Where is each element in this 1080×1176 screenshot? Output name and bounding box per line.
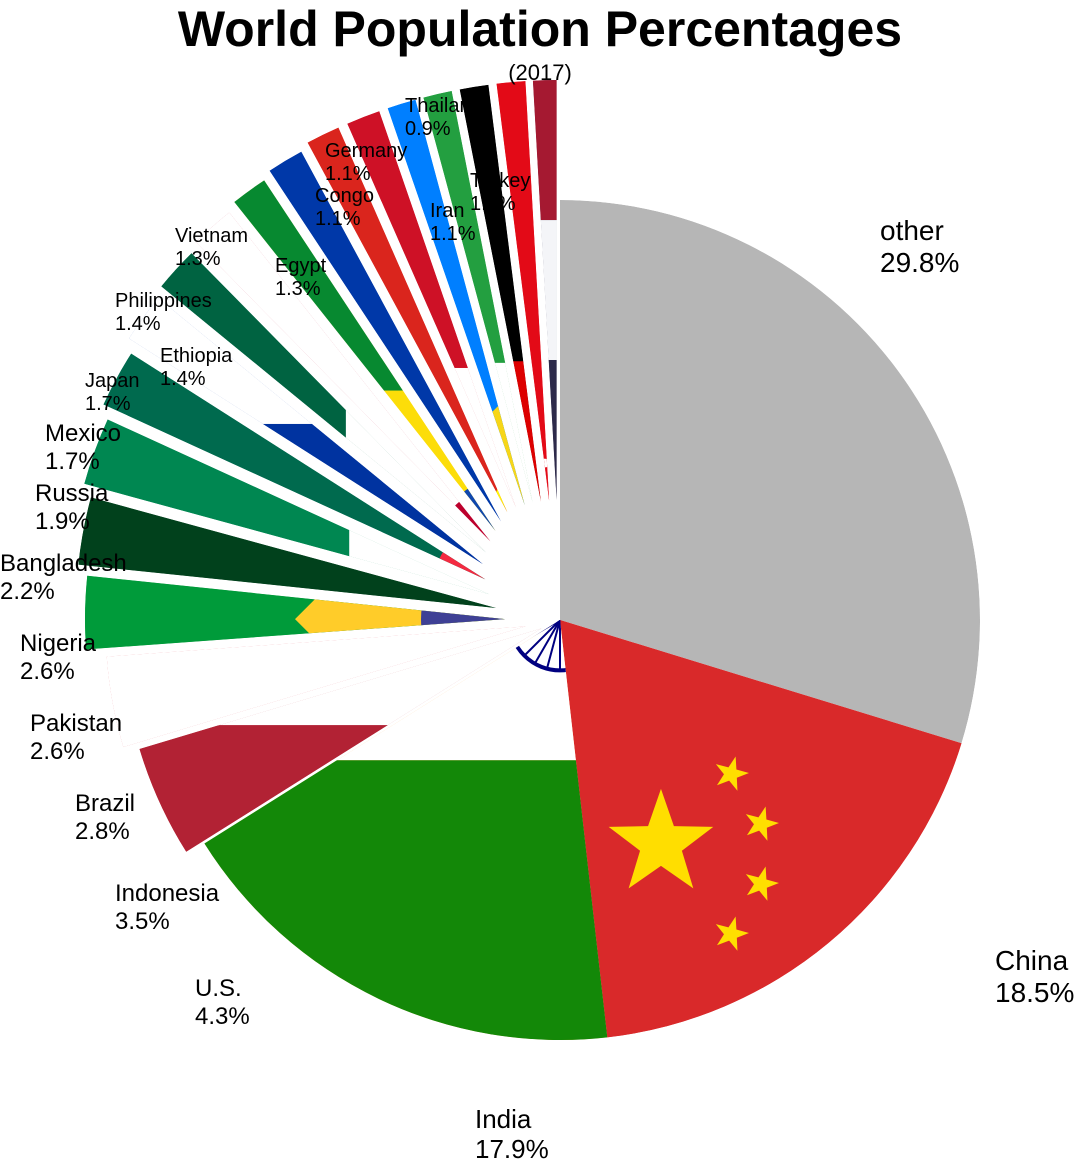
label-name: Turkey [470,170,530,192]
label-value: 2.2% [0,578,55,605]
label-name: other [880,215,944,246]
chart-stage: World Population Percentages (2017) othe… [0,0,1080,1176]
label-turkey: Turkey1.1% [470,170,530,216]
label-philippines: Philippines1.4% [115,290,212,336]
label-indonesia: Indonesia3.5% [115,880,219,935]
label-value: 2.8% [75,818,130,845]
label-value: 1.4% [160,368,206,390]
chart-title: World Population Percentages [0,0,1080,58]
label-name: Bangladesh [0,550,127,577]
label-name: Congo [315,185,374,207]
pie-chart [0,0,1080,1176]
label-brazil: Brazil2.8% [75,790,135,845]
label-name: Egypt [275,255,326,277]
label-value: 1.1% [325,163,371,185]
label-us: U.S.4.3% [195,975,250,1030]
label-egypt: Egypt1.3% [275,255,326,301]
label-value: 3.5% [115,908,170,935]
label-value: 1.3% [275,278,321,300]
label-name: China [995,945,1068,976]
label-value: 4.3% [195,1003,250,1030]
label-mexico: Mexico1.7% [45,420,121,475]
label-nigeria: Nigeria2.6% [20,630,96,685]
label-japan: Japan1.7% [85,370,140,416]
label-name: Vietnam [175,225,248,247]
label-russia: Russia1.9% [35,480,108,535]
label-value: 17.9% [475,1134,549,1164]
label-name: Pakistan [30,710,122,737]
label-value: 1.1% [470,193,516,215]
label-value: 1.9% [35,508,90,535]
label-name: India [475,1104,531,1134]
label-value: 18.5% [995,977,1074,1008]
label-ethiopia: Ethiopia1.4% [160,345,232,391]
label-pakistan: Pakistan2.6% [30,710,122,765]
label-vietnam: Vietnam1.3% [175,225,248,271]
label-value: 2.6% [30,738,85,765]
label-value: 2.6% [20,658,75,685]
label-value: 1.7% [85,393,131,415]
label-value: 1.1% [315,208,361,230]
label-name: Japan [85,370,140,392]
label-value: 1.3% [175,248,221,270]
label-value: 1.4% [115,313,161,335]
label-name: Russia [35,480,108,507]
label-name: Indonesia [115,880,219,907]
label-value: 0.9% [405,118,451,140]
label-name: Philippines [115,290,212,312]
label-name: Thailand [405,95,482,117]
label-name: Brazil [75,790,135,817]
label-name: Iran [430,200,464,222]
chart-subtitle: (2017) [0,60,1080,86]
label-congo: Congo1.1% [315,185,374,231]
label-value: 1.7% [45,448,100,475]
label-name: U.S. [195,975,242,1002]
label-other: other29.8% [880,215,959,279]
label-name: Nigeria [20,630,96,657]
label-china: China18.5% [995,945,1074,1009]
label-name: Germany [325,140,407,162]
label-value: 1.1% [430,223,476,245]
label-india: India17.9% [475,1105,549,1165]
label-germany: Germany1.1% [325,140,407,186]
label-thailand: Thailand0.9% [405,95,482,141]
label-iran: Iran1.1% [430,200,476,246]
label-bangladesh: Bangladesh2.2% [0,550,127,605]
label-name: Ethiopia [160,345,232,367]
label-name: Mexico [45,420,121,447]
label-value: 29.8% [880,247,959,278]
